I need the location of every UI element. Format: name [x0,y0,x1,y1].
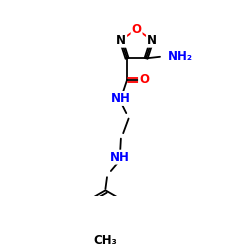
Text: CH₃: CH₃ [94,234,117,247]
Text: N: N [116,34,126,47]
Text: N: N [147,34,157,47]
Text: NH₂: NH₂ [168,50,193,63]
Text: O: O [132,22,141,36]
Text: NH: NH [111,92,131,105]
Text: NH: NH [110,151,129,164]
Text: O: O [139,74,149,86]
